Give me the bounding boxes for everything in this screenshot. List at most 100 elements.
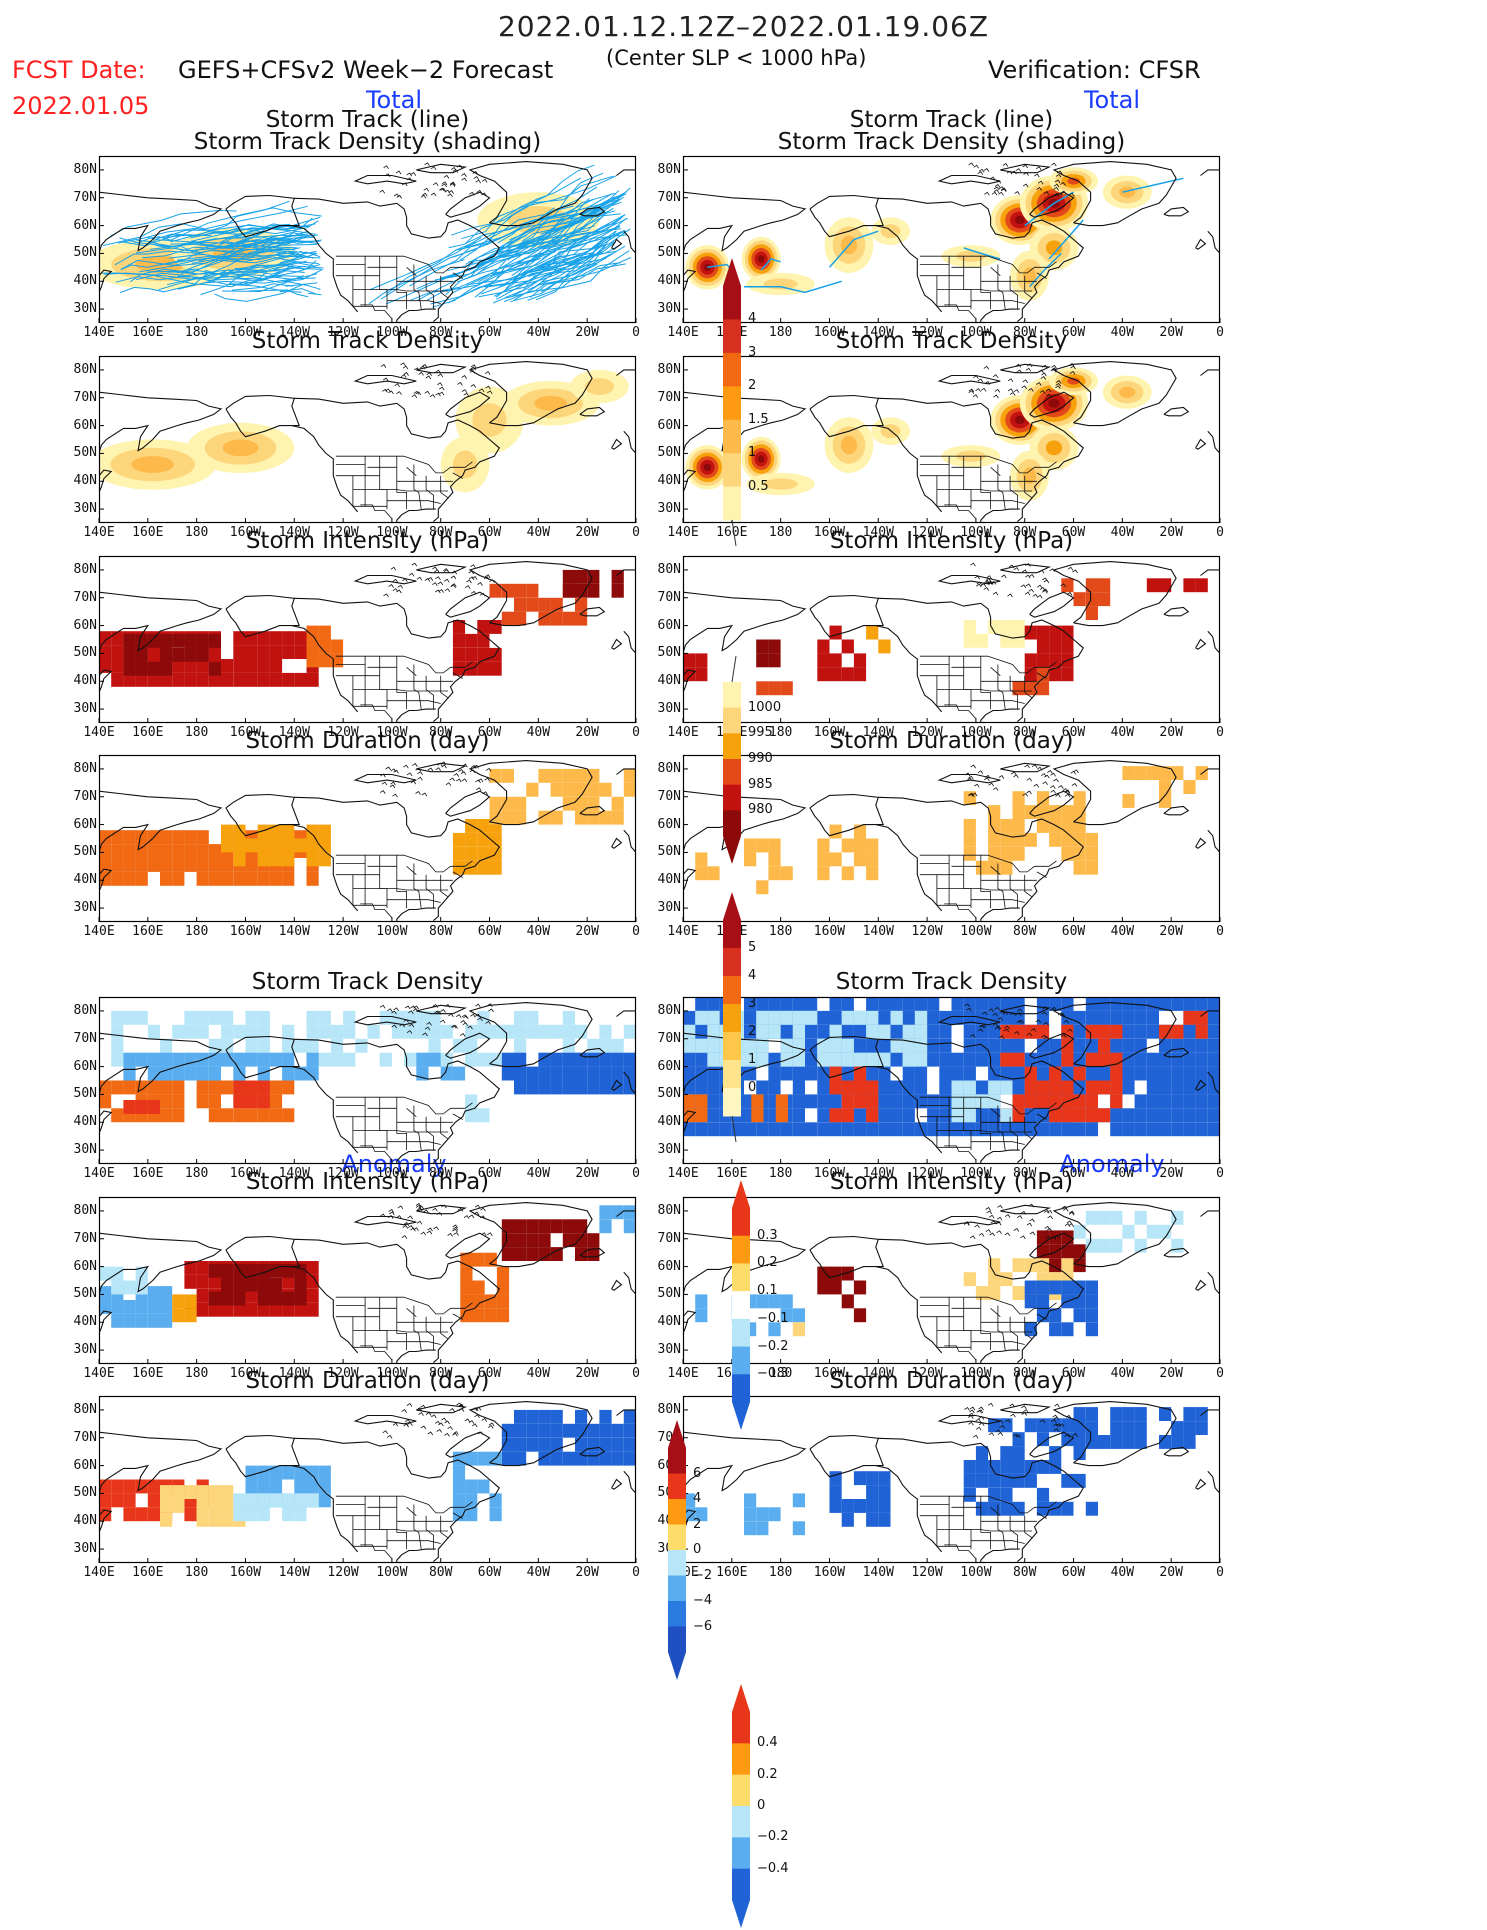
lon-label: 80W — [428, 1366, 453, 1381]
intensity-cell — [294, 631, 307, 646]
lon-label: 60W — [1061, 325, 1086, 340]
anomaly-cell — [599, 1205, 612, 1220]
anomaly-cell — [768, 1507, 781, 1522]
state-border — [944, 1345, 977, 1361]
coastline — [1026, 1222, 1033, 1227]
anomaly-cell — [1122, 1080, 1135, 1095]
storm-track-line — [167, 265, 306, 275]
coastline — [997, 1204, 1003, 1209]
lon-label: 100W — [960, 1166, 992, 1181]
anomaly-cell — [1085, 1322, 1098, 1337]
anomaly-cell — [756, 1052, 769, 1067]
coastline — [475, 179, 482, 184]
anomaly-cell — [829, 1280, 842, 1295]
lat-label: 60N — [73, 816, 97, 832]
anomaly-cell — [257, 1291, 270, 1306]
anomaly-cell — [465, 1038, 478, 1053]
intensity-cell — [184, 633, 197, 648]
anomaly-cell — [111, 1280, 124, 1295]
anomaly-cell — [1171, 1210, 1184, 1225]
coastline — [1045, 393, 1052, 398]
lon-label: 180 — [768, 1166, 793, 1181]
coastline — [451, 570, 458, 575]
colorbar-segment — [732, 1318, 750, 1348]
coastline — [418, 1412, 424, 1416]
anomaly-cell — [878, 1094, 891, 1109]
coastline — [1028, 387, 1034, 392]
anomaly-cell — [683, 1094, 696, 1109]
anomaly-cell — [514, 1219, 527, 1234]
coastline — [438, 589, 444, 593]
anomaly-cell — [221, 1485, 234, 1499]
coastline — [997, 1419, 1004, 1424]
anomaly-cell — [1085, 1122, 1098, 1137]
panel-frame — [98, 555, 637, 724]
coastline — [968, 775, 974, 780]
anomaly-cell — [294, 1479, 307, 1494]
intensity-cell — [221, 672, 234, 687]
anomaly-cell — [257, 1507, 270, 1522]
anomaly-cell — [452, 1493, 466, 1508]
coastline — [683, 1110, 697, 1137]
anomaly-cell — [1098, 1435, 1111, 1449]
intensity-cell — [160, 647, 173, 662]
intensity-cell — [829, 625, 842, 640]
coastline — [1035, 381, 1042, 386]
lat-label: 30N — [73, 900, 97, 916]
state-border — [980, 1297, 991, 1351]
coastline — [481, 1417, 488, 1422]
anomaly-cell — [817, 1122, 830, 1137]
coastline — [435, 576, 441, 581]
lat-label: 80N — [73, 361, 97, 377]
anomaly-cell — [587, 1066, 600, 1081]
lon-label: 100W — [960, 525, 992, 540]
coastline — [425, 1411, 432, 1416]
coastline — [394, 383, 400, 388]
coastline — [433, 1226, 439, 1231]
anomaly-cell — [575, 1423, 588, 1438]
coastline — [971, 792, 978, 797]
intensity-cell — [1183, 578, 1196, 593]
anomaly-cell — [775, 1094, 788, 1109]
intensity-cell — [817, 653, 830, 668]
intensity-cell — [501, 583, 514, 598]
intensity-cell — [477, 647, 490, 662]
anomaly-cell — [343, 1052, 356, 1067]
anomaly-cell — [623, 1052, 636, 1067]
state-border — [352, 489, 449, 492]
lat-label: 40N — [73, 1513, 97, 1529]
coastline — [623, 430, 636, 455]
anomaly-cell — [1195, 1052, 1208, 1067]
coastline — [1000, 1204, 1052, 1215]
coastline — [683, 1032, 807, 1095]
lon-label: 140E — [667, 525, 699, 540]
state-border — [990, 1506, 1001, 1517]
coastline — [415, 391, 422, 396]
intensity-cell — [196, 672, 209, 687]
anomaly-cell — [951, 997, 964, 1011]
lon-label: 100W — [960, 1565, 992, 1580]
anomaly-cell — [184, 1274, 197, 1289]
anomaly-cell — [465, 1451, 478, 1466]
anomaly-cell — [623, 1423, 636, 1438]
anomaly-cell — [1024, 1294, 1037, 1309]
coastline — [291, 1465, 359, 1553]
colorbar-segment — [732, 1235, 750, 1264]
anomaly-cell — [282, 1302, 295, 1317]
lon-label: 20W — [575, 1166, 599, 1181]
coastline — [993, 394, 999, 399]
anomaly-cell — [1085, 1052, 1098, 1067]
anomaly-cell — [707, 1108, 720, 1123]
intensity-cell — [1061, 578, 1074, 593]
coastline — [444, 1420, 450, 1425]
intensity-cell — [282, 672, 295, 687]
anomaly-cell — [160, 1108, 173, 1123]
coastline — [406, 1402, 413, 1407]
coastline — [1000, 1403, 1052, 1414]
colorbar-segment — [732, 1837, 750, 1870]
anomaly-cell — [988, 1024, 1001, 1039]
lon-label: 160W — [229, 525, 262, 540]
coastline — [1041, 1034, 1047, 1039]
colorbar-segment — [732, 1208, 750, 1237]
duration-cell — [135, 858, 148, 872]
